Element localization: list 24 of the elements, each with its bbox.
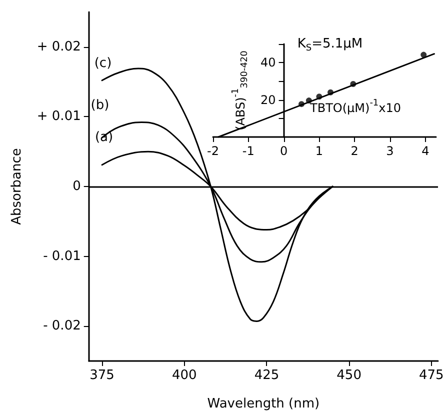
x-tick-label: 450 <box>336 368 362 383</box>
y-axis-title: Absorbance <box>10 148 24 225</box>
x-tick-label: 1 <box>315 144 324 158</box>
x-tick-label: 475 <box>419 368 444 383</box>
annotation: (c) <box>94 56 112 71</box>
y-tick-label: 20 <box>260 92 276 107</box>
x-tick-label: 400 <box>172 368 197 383</box>
x-tick-label: 425 <box>254 368 280 383</box>
x-axis-title: Wavelength (nm) <box>207 396 320 412</box>
y-tick-label: - 0.01 <box>43 248 81 264</box>
x-tick-label: -2 <box>207 144 219 158</box>
y-tick-label: - 0.02 <box>43 318 81 334</box>
x-tick-label: 375 <box>90 368 114 383</box>
y-tick-label: 0 <box>72 179 81 194</box>
y-tick-label: 40 <box>260 56 276 70</box>
x-tick-label: 2 <box>350 144 358 158</box>
x-tick-label: 0 <box>280 144 288 158</box>
y-tick-label: + 0.01 <box>36 109 81 124</box>
annotation: (b) <box>90 98 110 113</box>
y-tick-label: + 0.02 <box>36 39 81 54</box>
x-tick-label: -1 <box>242 144 254 158</box>
x-tick-label: 3 <box>386 144 394 158</box>
x-tick-label: 4 <box>422 144 430 158</box>
y-axis-title: (ABS)-1390-420 <box>231 50 250 130</box>
